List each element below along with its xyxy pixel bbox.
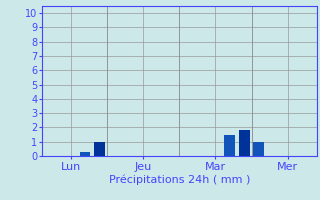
Bar — [80, 152, 91, 156]
X-axis label: Précipitations 24h ( mm ): Précipitations 24h ( mm ) — [108, 174, 250, 185]
Bar — [239, 130, 250, 156]
Bar — [224, 135, 235, 156]
Bar — [94, 142, 105, 156]
Bar — [253, 142, 264, 156]
